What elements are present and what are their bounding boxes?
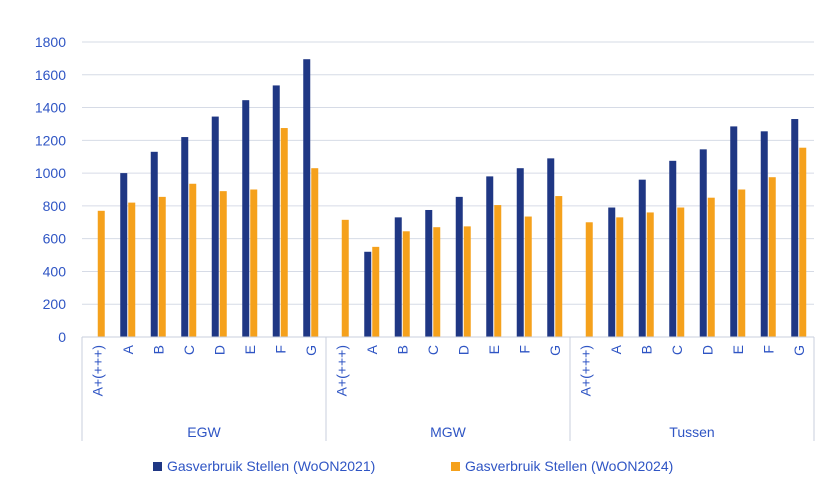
bar-woon2024 [463, 226, 471, 337]
x-tick-label: B [150, 345, 166, 354]
bar-woon2024 [341, 219, 349, 337]
bar-woon2024 [250, 189, 258, 337]
bar-woon2021 [516, 168, 524, 337]
bar-woon2024 [616, 217, 624, 337]
y-tick-label: 1000 [35, 165, 66, 181]
x-tick-label: F [272, 345, 288, 354]
bar-woon2021 [303, 59, 311, 337]
bar-woon2021 [547, 158, 555, 337]
y-tick-label: 800 [43, 198, 67, 214]
bar-woon2024 [189, 183, 197, 337]
bar-woon2024 [219, 191, 227, 337]
bar-woon2024 [97, 210, 105, 337]
bar-woon2024 [555, 196, 563, 337]
x-tick-label: A+(+++) [89, 345, 105, 396]
bar-woon2024 [646, 212, 654, 337]
bar-woon2024 [677, 207, 685, 337]
bar-woon2021 [608, 207, 616, 337]
bar-woon2024 [707, 197, 715, 337]
y-tick-label: 1400 [35, 100, 66, 116]
x-tick-label: B [638, 345, 654, 354]
x-tick-label: E [730, 345, 746, 354]
bar-woon2021 [699, 149, 707, 337]
bar-woon2024 [799, 147, 807, 337]
bar-woon2024 [738, 189, 746, 337]
group-label: Tussen [669, 424, 714, 440]
x-tick-label: G [547, 345, 563, 356]
x-tick-label: D [211, 345, 227, 355]
bar-woon2021 [181, 137, 189, 337]
bar-woon2024 [524, 216, 532, 337]
bar-woon2024 [768, 177, 776, 337]
x-tick-label: A [120, 344, 136, 354]
bar-woon2021 [730, 126, 738, 338]
bar-woon2021 [455, 196, 463, 337]
y-tick-label: 0 [58, 329, 66, 345]
x-tick-label: A+(+++) [577, 345, 593, 396]
bar-woon2021 [242, 100, 250, 337]
bar-woon2024 [372, 246, 380, 337]
gridlines [82, 41, 814, 338]
y-tick-label: 600 [43, 231, 67, 247]
x-tick-label: A [608, 344, 624, 354]
bar-woon2021 [150, 151, 158, 337]
bar-woon2021 [425, 209, 433, 337]
x-tick-label: B [394, 345, 410, 354]
x-tick-label: C [425, 345, 441, 355]
bar-woon2024 [311, 168, 319, 337]
legend-swatch-woon2024 [451, 462, 460, 471]
bar-woon2021 [211, 116, 219, 337]
x-tick-label: F [516, 345, 532, 354]
bar-woon2021 [669, 160, 677, 337]
y-tick-label: 1600 [35, 67, 66, 83]
x-tick-label: G [303, 345, 319, 356]
y-tick-label: 400 [43, 263, 67, 279]
legend-label-woon2021: Gasverbruik Stellen (WoON2021) [167, 458, 375, 474]
bar-woon2021 [394, 217, 402, 337]
y-tick-label: 1200 [35, 132, 66, 148]
x-tick-label: A [364, 344, 380, 354]
x-tick-label: C [181, 345, 197, 355]
bar-woon2024 [433, 227, 441, 337]
bar-woon2024 [158, 196, 166, 337]
bar-woon2024 [494, 205, 502, 337]
x-tick-label: F [760, 345, 776, 354]
bar-woon2021 [272, 85, 280, 337]
bar-woon2021 [364, 251, 372, 337]
group-label: EGW [187, 424, 221, 440]
x-axis: A+(+++) A B C D E F G EGW A+(+++) A B C D E F G MGW A+(+++… [81, 336, 815, 441]
bar-woon2024 [585, 222, 593, 337]
x-tick-label: A+(+++) [333, 345, 349, 396]
x-tick-label: E [242, 345, 258, 354]
y-tick-label: 1800 [35, 34, 66, 50]
bar-woon2021 [486, 176, 494, 337]
y-axis-ticks: 0 200 400 600 800 1000 1200 1400 1600 1800 [35, 34, 66, 345]
x-tick-label: E [486, 345, 502, 354]
x-tick-label: D [699, 345, 715, 355]
bar-woon2021 [760, 131, 768, 337]
bar-woon2024 [402, 231, 410, 337]
y-tick-label: 200 [43, 296, 67, 312]
bar-woon2021 [791, 119, 799, 338]
bar-woon2021 [638, 179, 646, 337]
bar-woon2021 [120, 173, 128, 337]
legend-label-woon2024: Gasverbruik Stellen (WoON2024) [465, 458, 673, 474]
bar-woon2024 [128, 202, 136, 337]
group-label: MGW [430, 424, 467, 440]
x-tick-label: G [791, 345, 807, 356]
bars [97, 59, 807, 338]
legend: Gasverbruik Stellen (WoON2021) Gasverbru… [153, 458, 673, 474]
legend-swatch-woon2021 [153, 462, 162, 471]
x-tick-label: C [669, 345, 685, 355]
bar-woon2024 [280, 128, 288, 337]
x-tick-label: D [455, 345, 471, 355]
